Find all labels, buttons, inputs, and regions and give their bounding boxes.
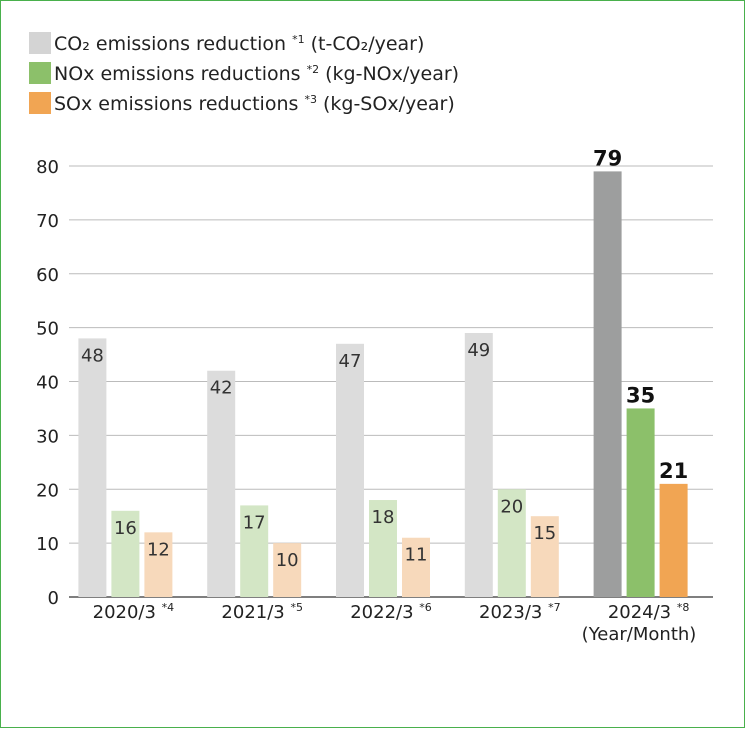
bar-2020-3-series-3 xyxy=(144,532,173,597)
legend-note: *2 xyxy=(307,63,320,76)
bar-2022-3-series-2 xyxy=(369,500,397,597)
bar-2024-3-series-3 xyxy=(659,483,688,597)
bar-2021-3-series-3 xyxy=(273,543,302,597)
category-name: 2022/3 xyxy=(350,602,419,623)
value-label: 21 xyxy=(659,459,688,483)
y-axis-ticks: 0 10 20 30 40 50 60 70 80 xyxy=(36,157,59,609)
legend-swatch-1 xyxy=(29,32,51,54)
y-tick-label: 40 xyxy=(36,373,59,394)
legend-name: SOx emissions reductions xyxy=(54,93,304,115)
category-note: *6 xyxy=(419,601,432,614)
bar-2021-3-series-2 xyxy=(240,505,269,597)
legend-swatch-3 xyxy=(29,92,51,114)
bar-2020-3-series-1 xyxy=(78,338,107,597)
bar-2024-3-series-1 xyxy=(593,171,622,597)
bar-2020-3-series-2 xyxy=(111,510,140,597)
legend-entry-2: NOx emissions reductions *2 (kg-NOx/year… xyxy=(54,63,459,85)
legend-unit: (kg-NOx/year) xyxy=(319,63,459,85)
bar-2021-3-series-1 xyxy=(207,370,236,597)
x-category-label: 2022/3 *6 xyxy=(350,601,432,623)
category-note: *4 xyxy=(162,601,175,614)
value-labels: 48 16 12 42 17 10 47 18 11 49 20 15 79 35 21 xyxy=(81,146,688,571)
value-label: 35 xyxy=(626,383,655,407)
category-name: 2021/3 xyxy=(221,602,290,623)
legend-note: *3 xyxy=(304,93,317,106)
y-tick-label: 30 xyxy=(36,426,59,447)
legend: CO₂ emissions reduction *1 (t-CO₂/year) N… xyxy=(29,32,459,115)
value-label: 48 xyxy=(81,345,104,366)
category-note: *5 xyxy=(290,601,303,614)
category-note: *8 xyxy=(677,601,690,614)
value-label: 20 xyxy=(500,496,523,517)
bar-2022-3-series-1 xyxy=(336,343,364,597)
value-label: 79 xyxy=(593,146,622,170)
legend-note: *1 xyxy=(292,33,305,46)
category-name: 2023/3 xyxy=(479,602,548,623)
y-tick-label: 50 xyxy=(36,319,59,340)
x-axis-label: (Year/Month) xyxy=(582,624,697,645)
value-label: 11 xyxy=(405,545,428,566)
legend-swatch-2 xyxy=(29,62,51,84)
bar-2023-3-series-3 xyxy=(530,516,559,597)
legend-unit: (kg-SOx/year) xyxy=(317,93,455,115)
x-category-label: 2020/3 *4 xyxy=(93,601,175,623)
y-tick-label: 70 xyxy=(36,211,59,232)
value-label: 49 xyxy=(467,340,490,361)
category-name: 2020/3 xyxy=(93,602,162,623)
bar-2023-3-series-1 xyxy=(464,333,493,597)
value-label: 18 xyxy=(372,507,395,528)
value-label: 12 xyxy=(147,539,170,560)
y-tick-label: 60 xyxy=(36,265,59,286)
legend-name: CO₂ emissions reduction xyxy=(54,33,292,55)
bar-2024-3-series-2 xyxy=(626,408,655,597)
bars xyxy=(78,171,688,597)
y-tick-label: 0 xyxy=(48,588,59,609)
value-label: 16 xyxy=(114,518,137,539)
value-label: 42 xyxy=(210,378,233,399)
y-tick-label: 20 xyxy=(36,480,59,501)
value-label: 10 xyxy=(276,550,299,571)
value-label: 17 xyxy=(243,512,266,533)
x-category-label: 2024/3 *8 xyxy=(608,601,690,623)
category-name: 2024/3 xyxy=(608,602,677,623)
x-axis-categories: 2020/3 *4 2021/3 *5 2022/3 *6 2023/3 *7 2024… xyxy=(93,601,690,623)
bar-2022-3-series-3 xyxy=(402,537,430,597)
value-label: 47 xyxy=(339,351,362,372)
legend-entry-1: CO₂ emissions reduction *1 (t-CO₂/year) xyxy=(54,33,424,55)
legend-name: NOx emissions reductions xyxy=(54,63,307,85)
y-tick-label: 10 xyxy=(36,534,59,555)
category-note: *7 xyxy=(548,601,561,614)
legend-unit: (t-CO₂/year) xyxy=(305,33,425,55)
x-category-label: 2023/3 *7 xyxy=(479,601,561,623)
y-tick-label: 80 xyxy=(36,157,59,178)
x-category-label: 2021/3 *5 xyxy=(221,601,303,623)
bar-2023-3-series-2 xyxy=(497,489,526,597)
legend-entry-3: SOx emissions reductions *3 (kg-SOx/year… xyxy=(54,93,455,115)
value-label: 15 xyxy=(533,523,556,544)
